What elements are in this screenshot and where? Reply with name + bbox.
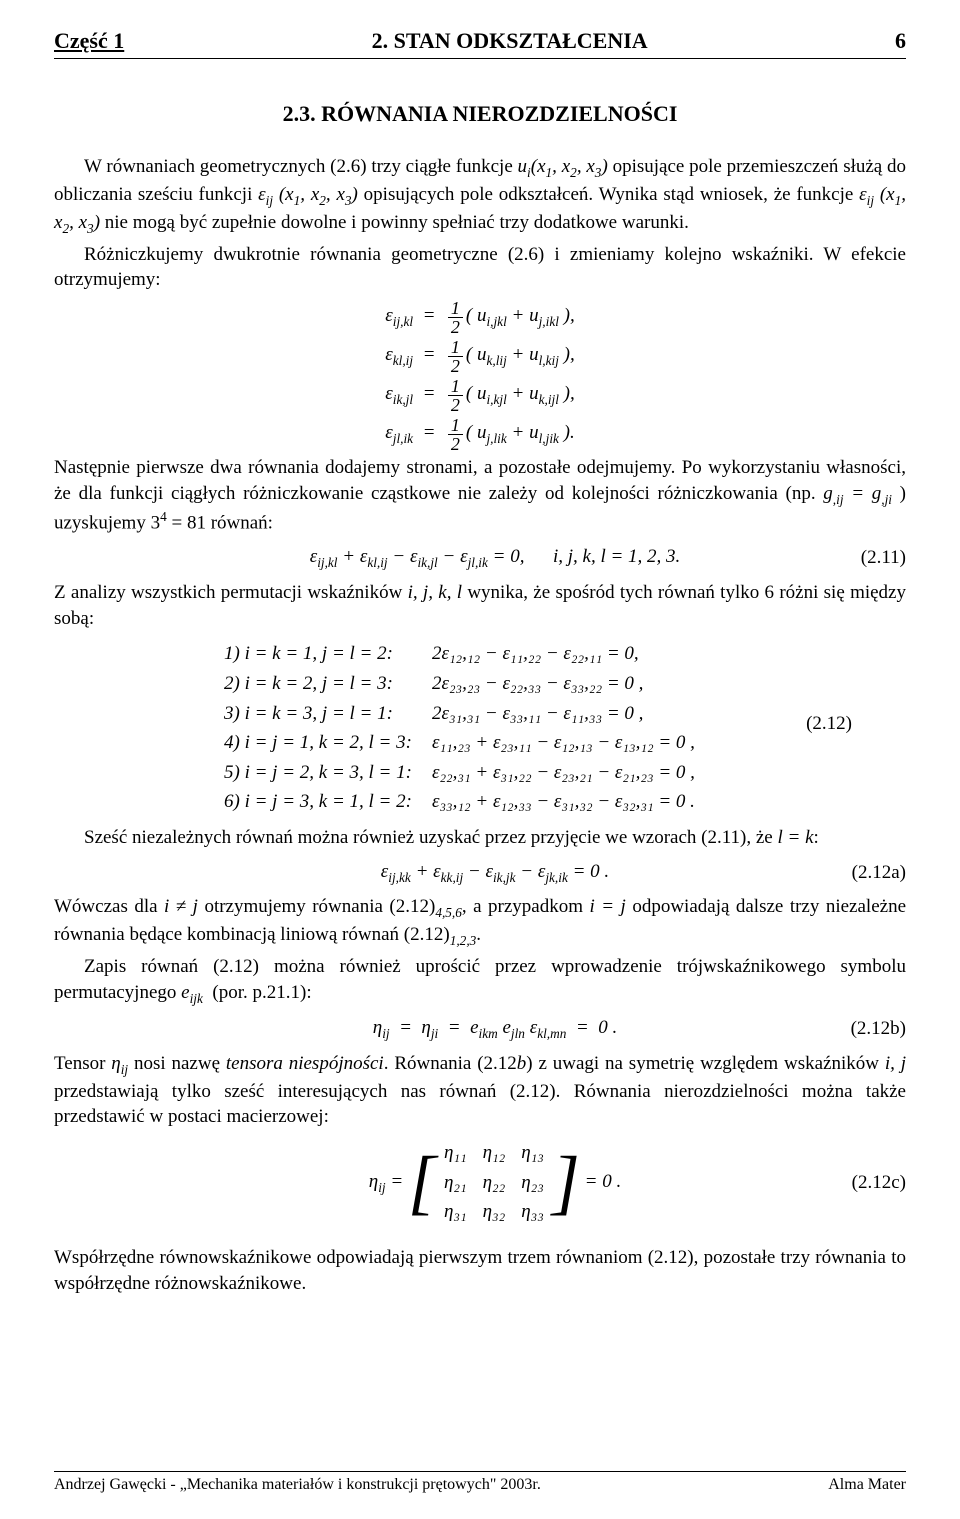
table-row: 4) i = j = 1, k = 2, l = 3:ε₁₁,₂₃ + ε₂₃,… — [214, 728, 705, 758]
paragraph-1: W równaniach geometrycznych (2.6) trzy c… — [54, 154, 906, 237]
eq-num-2-12a: (2.12a) — [816, 860, 906, 886]
footer-left: Andrzej Gawęcki - „Mechanika materiałów … — [54, 1474, 541, 1496]
equation-2-12b: ηij = ηji = eikm ejln εkl,mn = 0 . (2.12… — [54, 1015, 906, 1043]
p3-c: = 81 równań: — [167, 513, 273, 534]
paragraph-7: Zapis równań (2.12) można również uprośc… — [54, 954, 906, 1007]
paragraph-3: Następnie pierwsze dwa równania dodajemy… — [54, 455, 906, 536]
footer-right: Alma Mater — [828, 1474, 906, 1496]
paragraph-9: Współrzędne równowskaźnikowe odpowiadają… — [54, 1245, 906, 1296]
header-page: 6 — [895, 26, 906, 56]
p1-d: nie mogą być zupełnie dowolne i powinny … — [100, 212, 689, 233]
table-row: 2) i = k = 2, j = l = 3:2ε₂₃,₂₃ − ε₂₂,₃₃… — [214, 669, 705, 699]
page-header: Część 1 2. STAN ODKSZTAŁCENIA 6 — [54, 26, 906, 59]
table-row: 6) i = j = 3, k = 1, l = 2:ε₃₃,₁₂ + ε₁₂,… — [214, 787, 705, 817]
paragraph-5: Sześć niezależnych równań można również … — [54, 825, 906, 851]
eq-num-2-12b: (2.12b) — [816, 1016, 906, 1042]
p1-a: W równaniach geometrycznych (2.6) trzy c… — [84, 156, 518, 177]
p3-a: Następnie pierwsze dwa równania dodajemy… — [54, 457, 906, 504]
header-chapter: 2. STAN ODKSZTAŁCENIA — [124, 26, 895, 56]
page-footer: Andrzej Gawęcki - „Mechanika materiałów … — [54, 1471, 906, 1496]
equation-2-12c: ηij = [ η₁₁η₁₂η₁₃ η₂₁η₂₂η₂₃ η₃₁η₃₂η₃₃ ] … — [54, 1138, 906, 1227]
table-row: 5) i = j = 2, k = 3, l = 1:ε₂₂,₃₁ + ε₃₁,… — [214, 758, 705, 788]
paragraph-2: Różniczkujemy dwukrotnie równania geomet… — [54, 242, 906, 293]
table-row: 1) i = k = 1, j = l = 2:2ε₁₂,₁₂ − ε₁₁,₂₂… — [214, 639, 705, 669]
p1-c: opisujących pole odkształceń. Wynika stą… — [358, 184, 859, 205]
table-row: 3) i = k = 3, j = l = 1:2ε₃₁,₃₁ − ε₃₃,₁₁… — [214, 699, 705, 729]
equations-2nd-deriv: εij,kl = 12( ui,jkl + uj,ikl ), εkl,ij =… — [54, 299, 906, 453]
equation-2-11: εij,kl + εkl,ij − εik,jl − εjl,ik = 0, i… — [54, 544, 906, 572]
section-title: 2.3. RÓWNANIA NIEROZDZIELNOŚCI — [54, 99, 906, 129]
paragraph-6: Wówczas dla i ≠ j otrzymujemy równania (… — [54, 894, 906, 949]
cases-table: 1) i = k = 1, j = l = 2:2ε₁₂,₁₂ − ε₁₁,₂₂… — [214, 639, 705, 817]
equation-2-12a: εij,kk + εkk,ij − εik,jk − εjk,ik = 0 . … — [54, 859, 906, 887]
eq-num-2-12: (2.12) — [806, 711, 852, 737]
eq-num-2-12c: (2.12c) — [816, 1170, 906, 1196]
eq-num-2-11: (2.11) — [816, 545, 906, 571]
paragraph-8: Tensor ηij nosi nazwę tensora niespójnoś… — [54, 1051, 906, 1130]
paragraph-4: Z analizy wszystkich permutacji wskaźnik… — [54, 580, 906, 631]
header-part: Część 1 — [54, 26, 124, 56]
